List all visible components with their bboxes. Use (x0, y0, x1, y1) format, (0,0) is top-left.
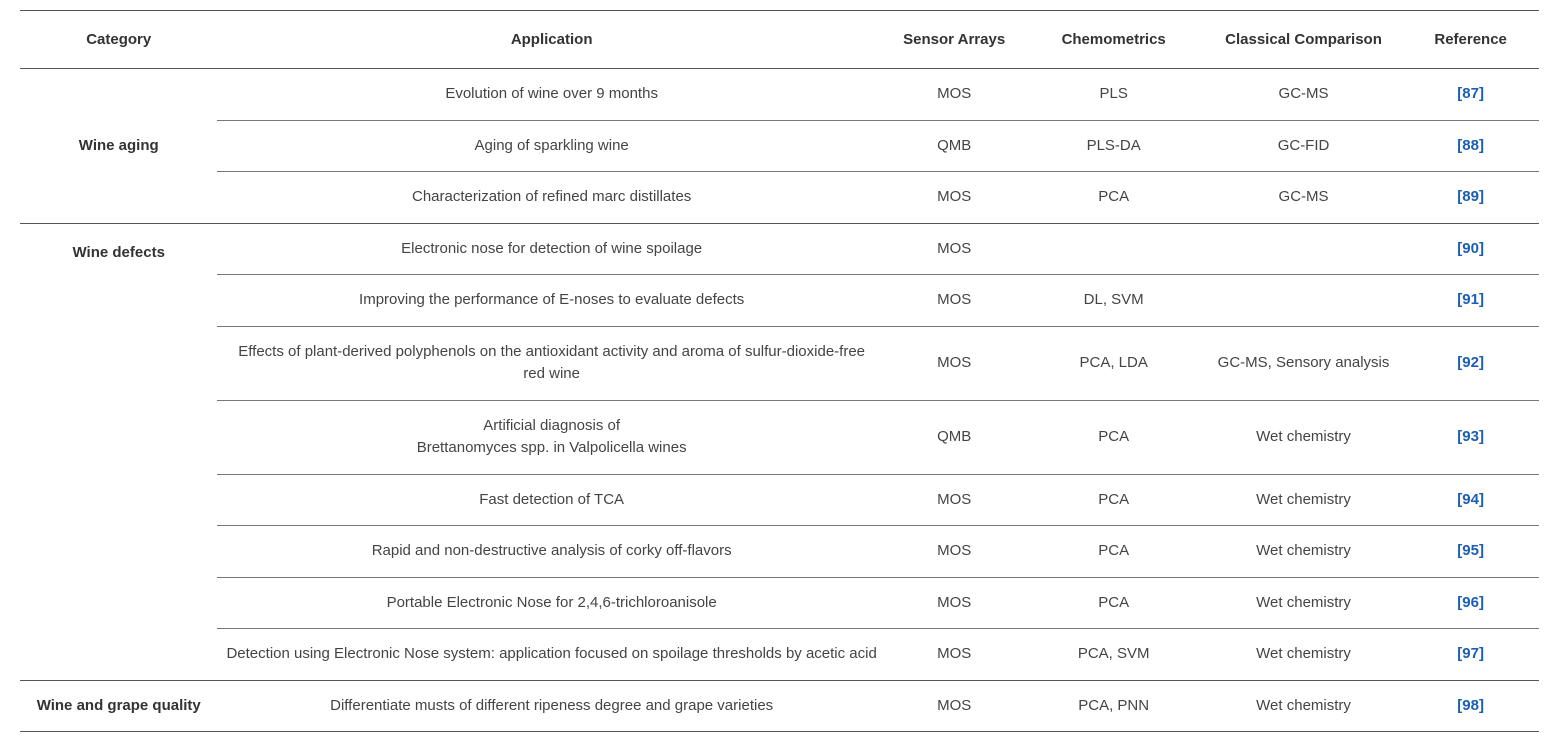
table-row: Detection using Electronic Nose system: … (20, 629, 1539, 681)
header-reference: Reference (1402, 11, 1539, 69)
category-cell: Wine and grape quality (20, 680, 217, 732)
application-cell: Differentiate musts of different ripenes… (217, 680, 885, 732)
reference-cell: [93] (1402, 400, 1539, 474)
category-cell: Wine defects (20, 223, 217, 680)
reference-cell: [98] (1402, 680, 1539, 732)
header-chemometrics: Chemometrics (1023, 11, 1205, 69)
application-cell: Characterization of refined marc distill… (217, 172, 885, 224)
classical-cell: GC-MS (1205, 69, 1402, 121)
sensor-cell: MOS (886, 629, 1023, 681)
application-cell: Detection using Electronic Nose system: … (217, 629, 885, 681)
table-row: Portable Electronic Nose for 2,4,6-trich… (20, 577, 1539, 629)
table-row: Aging of sparkling wineQMBPLS-DAGC-FID [8… (20, 120, 1539, 172)
table-row: Effects of plant-derived polyphenols on … (20, 326, 1539, 400)
chemometrics-cell (1023, 223, 1205, 275)
table-row: Rapid and non-destructive analysis of co… (20, 526, 1539, 578)
chemometrics-cell: PCA, PNN (1023, 680, 1205, 732)
reference-link[interactable]: [90] (1457, 240, 1484, 257)
classical-cell (1205, 275, 1402, 327)
sensor-cell: QMB (886, 120, 1023, 172)
sensor-cell: MOS (886, 172, 1023, 224)
chemometrics-cell: PCA (1023, 172, 1205, 224)
reference-cell: [88] (1402, 120, 1539, 172)
chemometrics-cell: PCA, LDA (1023, 326, 1205, 400)
data-table: Category Application Sensor Arrays Chemo… (20, 10, 1539, 732)
application-cell: Electronic nose for detection of wine sp… (217, 223, 885, 275)
classical-cell: Wet chemistry (1205, 629, 1402, 681)
reference-link[interactable]: [94] (1457, 491, 1484, 508)
table-row: Characterization of refined marc distill… (20, 172, 1539, 224)
header-category: Category (20, 11, 217, 69)
chemometrics-cell: DL, SVM (1023, 275, 1205, 327)
application-cell: Rapid and non-destructive analysis of co… (217, 526, 885, 578)
application-cell: Aging of sparkling wine (217, 120, 885, 172)
classical-cell: Wet chemistry (1205, 680, 1402, 732)
sensor-cell: MOS (886, 474, 1023, 526)
sensor-cell: MOS (886, 326, 1023, 400)
classical-cell (1205, 223, 1402, 275)
reference-link[interactable]: [93] (1457, 428, 1484, 445)
reference-link[interactable]: [98] (1457, 697, 1484, 714)
classical-cell: Wet chemistry (1205, 526, 1402, 578)
application-cell: Fast detection of TCA (217, 474, 885, 526)
chemometrics-cell: PLS-DA (1023, 120, 1205, 172)
application-cell: Portable Electronic Nose for 2,4,6-trich… (217, 577, 885, 629)
application-cell: Evolution of wine over 9 months (217, 69, 885, 121)
sensor-cell: MOS (886, 577, 1023, 629)
header-application: Application (217, 11, 885, 69)
header-classical: Classical Comparison (1205, 11, 1402, 69)
table-row: Wine defectsElectronic nose for detectio… (20, 223, 1539, 275)
sensor-cell: MOS (886, 275, 1023, 327)
sensor-cell: QMB (886, 400, 1023, 474)
classical-cell: GC-FID (1205, 120, 1402, 172)
reference-cell: [92] (1402, 326, 1539, 400)
sensor-cell: MOS (886, 526, 1023, 578)
reference-cell: [89] (1402, 172, 1539, 224)
reference-cell: [94] (1402, 474, 1539, 526)
sensor-cell: MOS (886, 223, 1023, 275)
chemometrics-cell: PCA (1023, 474, 1205, 526)
reference-cell: [90] (1402, 223, 1539, 275)
header-sensor: Sensor Arrays (886, 11, 1023, 69)
table-row: Fast detection of TCAMOSPCAWet chemistry… (20, 474, 1539, 526)
reference-link[interactable]: [96] (1457, 594, 1484, 611)
chemometrics-cell: PCA, SVM (1023, 629, 1205, 681)
application-cell: Effects of plant-derived polyphenols on … (217, 326, 885, 400)
reference-cell: [96] (1402, 577, 1539, 629)
reference-link[interactable]: [87] (1457, 85, 1484, 102)
classical-cell: Wet chemistry (1205, 400, 1402, 474)
table-row: Wine agingEvolution of wine over 9 month… (20, 69, 1539, 121)
reference-link[interactable]: [91] (1457, 291, 1484, 308)
classical-cell: GC-MS (1205, 172, 1402, 224)
chemometrics-cell: PCA (1023, 526, 1205, 578)
chemometrics-cell: PCA (1023, 577, 1205, 629)
reference-link[interactable]: [97] (1457, 645, 1484, 662)
sensor-cell: MOS (886, 680, 1023, 732)
reference-cell: [87] (1402, 69, 1539, 121)
application-cell: Improving the performance of E-noses to … (217, 275, 885, 327)
reference-cell: [91] (1402, 275, 1539, 327)
classical-cell: Wet chemistry (1205, 577, 1402, 629)
table-row: Improving the performance of E-noses to … (20, 275, 1539, 327)
reference-link[interactable]: [89] (1457, 188, 1484, 205)
reference-link[interactable]: [88] (1457, 137, 1484, 154)
table-row: Artificial diagnosis ofBrettanomyces spp… (20, 400, 1539, 474)
classical-cell: GC-MS, Sensory analysis (1205, 326, 1402, 400)
application-cell: Artificial diagnosis ofBrettanomyces spp… (217, 400, 885, 474)
reference-link[interactable]: [92] (1457, 354, 1484, 371)
header-row: Category Application Sensor Arrays Chemo… (20, 11, 1539, 69)
reference-link[interactable]: [95] (1457, 542, 1484, 559)
table-row: Wine and grape qualityDifferentiate must… (20, 680, 1539, 732)
reference-cell: [95] (1402, 526, 1539, 578)
chemometrics-cell: PLS (1023, 69, 1205, 121)
sensor-cell: MOS (886, 69, 1023, 121)
reference-cell: [97] (1402, 629, 1539, 681)
classical-cell: Wet chemistry (1205, 474, 1402, 526)
category-cell: Wine aging (20, 69, 217, 224)
chemometrics-cell: PCA (1023, 400, 1205, 474)
